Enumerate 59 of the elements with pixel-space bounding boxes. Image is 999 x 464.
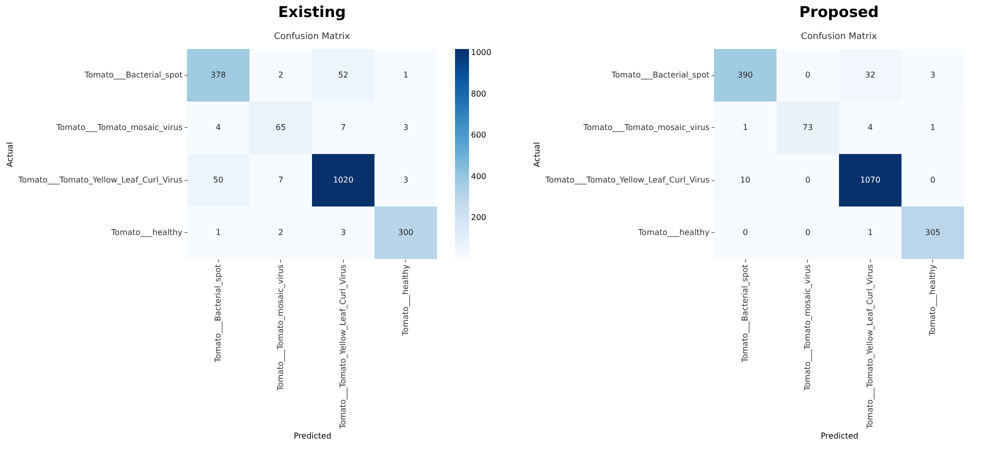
y-axis-title: Actual	[532, 142, 542, 168]
y-tick-label: Tomato___healthy	[637, 228, 710, 237]
color-bar-label: 800	[471, 89, 486, 98]
data-label: 305	[925, 228, 940, 237]
y-tick-label: Tomato___Bacterial_spot	[84, 70, 182, 80]
data-label: 52	[338, 70, 348, 80]
y-tick-label: Tomato___Tomato_mosaic_virus	[582, 122, 710, 132]
data-label: 378	[210, 70, 226, 80]
data-label: 3	[340, 228, 346, 237]
data-label: 3	[403, 175, 408, 184]
data-label: 1	[216, 228, 221, 237]
x-tick-label: Tomato___Tomato_Yellow_Leaf_Curl_Virus	[338, 264, 348, 430]
data-label: 4	[868, 122, 873, 132]
data-label: 1	[868, 228, 873, 237]
data-label: 7	[278, 175, 284, 184]
chart-title: Proposed	[799, 3, 879, 21]
chart-subtitle: Confusion Matrix	[801, 32, 878, 42]
y-tick-label: Tomato___Bacterial_spot	[610, 70, 710, 80]
data-label: 2	[278, 228, 284, 237]
data-label: 0	[805, 175, 810, 184]
data-label: 1070	[860, 175, 880, 184]
data-label: 73	[802, 122, 813, 132]
data-label: 0	[742, 228, 748, 237]
data-label: 0	[805, 228, 810, 237]
chart-title: Existing	[278, 3, 346, 21]
color-bar-label: 200	[471, 212, 486, 222]
data-label: 3	[930, 70, 936, 80]
data-label: 0	[805, 70, 810, 80]
data-label: 32	[865, 70, 876, 80]
color-bar-label: 400	[471, 172, 486, 181]
color-bar-label: 1000	[471, 48, 492, 58]
y-tick-label: Tomato___Tomato_mosaic_virus	[55, 122, 182, 132]
data-label: 50	[213, 175, 224, 184]
data-label: 300	[398, 228, 414, 237]
x-axis-title: Predicted	[294, 432, 332, 441]
y-tick-label: Tomato___Tomato_Yellow_Leaf_Curl_Virus	[544, 175, 710, 184]
color-bar-label: 600	[471, 130, 486, 140]
data-label: 65	[276, 122, 286, 132]
y-tick-label: Tomato___healthy	[110, 228, 183, 237]
x-axis-title: Predicted	[820, 432, 858, 441]
x-tick-label: Tomato___Tomato_mosaic_virus	[802, 264, 812, 392]
data-label: 390	[738, 70, 753, 80]
data-label: 4	[216, 122, 221, 132]
data-label: 10	[740, 175, 750, 184]
data-label: 0	[930, 175, 936, 184]
chart-subtitle: Confusion Matrix	[274, 32, 351, 42]
x-tick-label: Tomato___Tomato_mosaic_virus	[276, 264, 285, 392]
data-label: 7	[340, 122, 346, 132]
y-tick-label: Tomato___Tomato_Yellow_Leaf_Curl_Virus	[17, 175, 182, 184]
data-label: 1	[930, 122, 936, 132]
x-tick-label: Tomato___Tomato_Yellow_Leaf_Curl_Virus	[865, 264, 874, 430]
y-axis-title: Actual	[5, 142, 14, 168]
x-tick-label: Tomato___healthy	[928, 264, 937, 337]
data-label: 1020	[333, 175, 354, 184]
data-label: 1	[403, 70, 408, 80]
x-tick-label: Tomato___healthy	[400, 264, 410, 337]
data-label: 2	[278, 70, 284, 80]
data-label: 1	[742, 122, 748, 132]
data-label: 3	[403, 122, 408, 132]
